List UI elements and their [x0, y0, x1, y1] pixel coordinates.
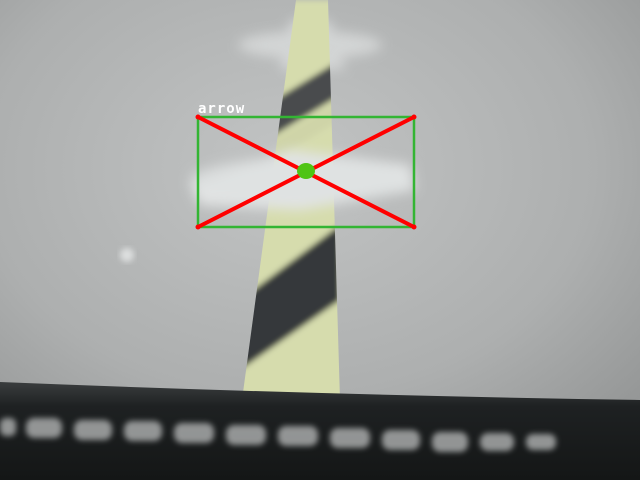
- corner-dot-tr: [411, 114, 417, 120]
- corner-dot-br: [411, 224, 417, 230]
- detection-overlay: [195, 114, 417, 230]
- floor-spot: [120, 248, 134, 262]
- detection-label: arrow: [198, 101, 246, 117]
- bounding-box: [196, 115, 416, 229]
- arrow-marking: [190, 150, 415, 210]
- corner-dot-bl: [195, 224, 201, 230]
- corner-dot-tl: [195, 114, 201, 120]
- bottom-edge: [0, 382, 640, 480]
- center-point: [297, 163, 315, 179]
